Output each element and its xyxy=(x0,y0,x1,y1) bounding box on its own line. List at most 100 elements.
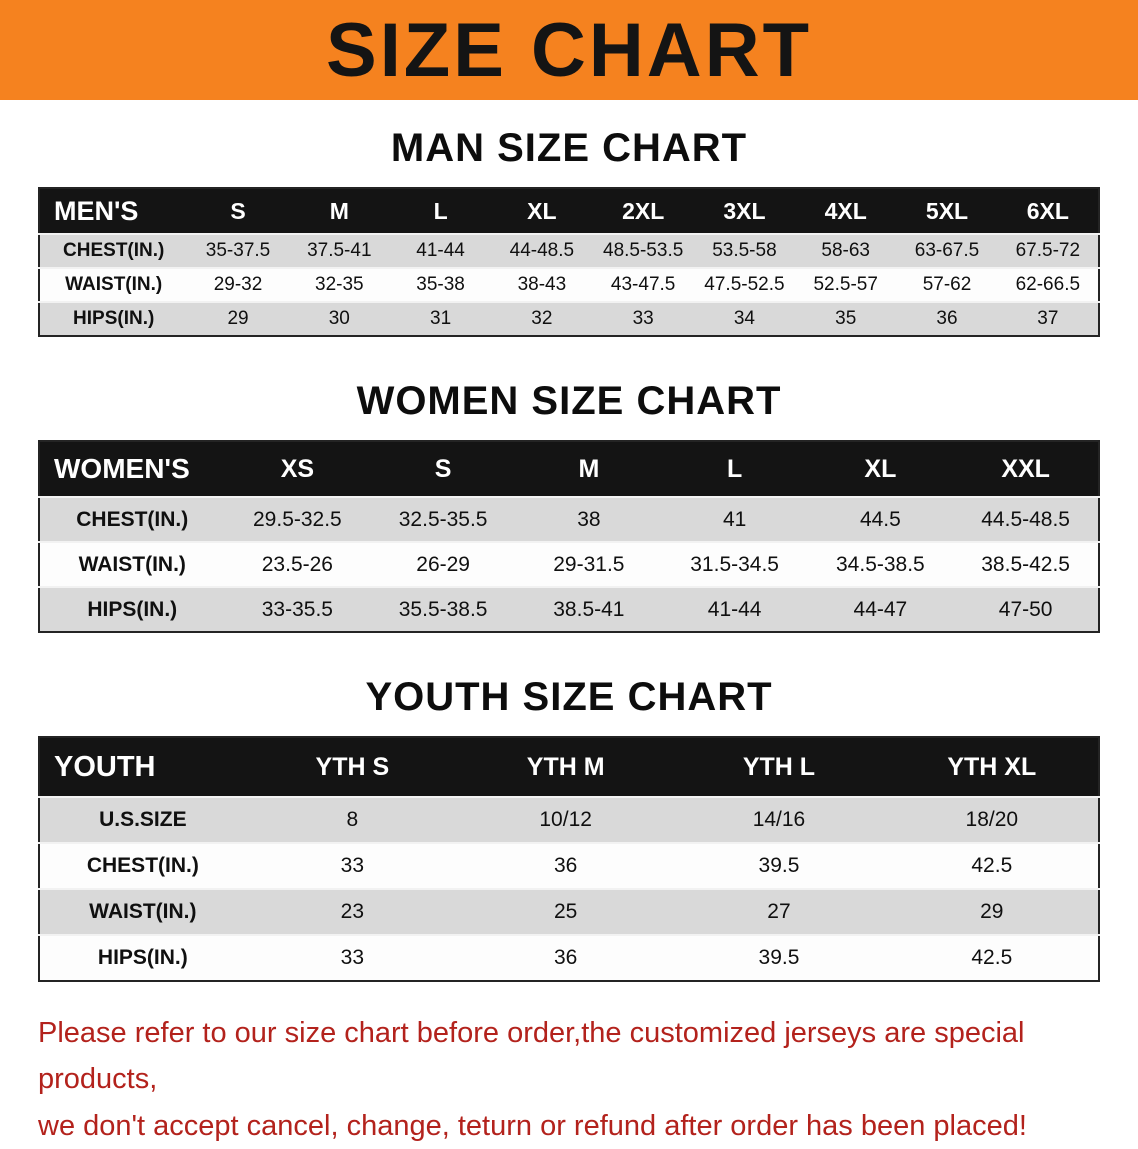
mens-size-table-header-row: MEN'S S M L XL 2XL 3XL 4XL 5XL 6XL xyxy=(39,188,1099,234)
cell-value: 33 xyxy=(632,308,654,329)
table-row: CHEST(IN.) 29.5-32.5 32.5-35.5 38 41 44.5 44.5… xyxy=(39,497,1099,542)
cell-value: 35.5-38.5 xyxy=(398,597,488,621)
cell-value: 32.5-35.5 xyxy=(398,507,488,531)
mens-size-table: MEN'S S M L XL 2XL 3XL 4XL 5XL 6XL CHEST(IN.) 35-37… xyxy=(38,187,1100,337)
cell-value: 10/12 xyxy=(539,808,592,831)
row-label: CHEST(IN.) xyxy=(86,854,199,877)
table-row: U.S.SIZE 8 10/12 14/16 18/20 xyxy=(39,797,1099,843)
cell-value: 31 xyxy=(430,308,452,329)
cell-value: 29 xyxy=(980,900,1004,923)
cell-value: 44-47 xyxy=(853,597,908,621)
youth-size-table: YOUTH YTH S YTH M YTH L YTH XL U.S.SIZE 8 10/12… xyxy=(38,736,1100,982)
banner-title: SIZE CHART xyxy=(326,7,812,93)
column-header: XL xyxy=(864,454,897,483)
column-header: S xyxy=(230,197,246,224)
cell-value: 23 xyxy=(340,900,365,923)
column-header: M xyxy=(329,197,349,224)
youth-section-title: YOUTH SIZE CHART xyxy=(365,675,773,719)
womens-size-table: WOMEN'S XS S M L XL XXL CHEST(IN.) 29.5-32.5 32.5… xyxy=(38,440,1100,633)
cell-value: 29.5-32.5 xyxy=(253,507,342,531)
cell-value: 44.5-48.5 xyxy=(981,507,1070,531)
column-header: YTH L xyxy=(742,752,816,781)
table-row: HIPS(IN.) 33-35.5 35.5-38.5 38.5-41 41-44 44-… xyxy=(39,587,1099,632)
youth-section: YOUTH SIZE CHART YOUTH YTH S YTH M YTH L YTH… xyxy=(0,675,1138,982)
cell-value: 37.5-41 xyxy=(307,240,372,261)
row-label: U.S.SIZE xyxy=(99,808,187,831)
mens-table-wrap: MEN'S S M L XL 2XL 3XL 4XL 5XL 6XL CHEST(IN.) 35-37… xyxy=(38,187,1100,337)
mens-section-title: MAN SIZE CHART xyxy=(390,126,748,170)
cell-value: 36 xyxy=(553,854,578,877)
disclaimer-line-2: we don't accept cancel, change, teturn o… xyxy=(38,1109,1027,1142)
cell-value: 38-43 xyxy=(517,274,567,295)
row-label: HIPS(IN.) xyxy=(97,946,188,969)
youth-size-table-header-label: YOUTH xyxy=(54,750,156,783)
table-row: HIPS(IN.) 33 36 39.5 42.5 xyxy=(39,935,1099,981)
cell-value: 35-38 xyxy=(416,274,465,295)
cell-value: 33-35.5 xyxy=(261,597,333,621)
column-header: 4XL xyxy=(824,197,867,224)
cell-value: 67.5-72 xyxy=(1015,240,1081,261)
mens-size-table-header-label: MEN'S xyxy=(54,195,139,226)
womens-section: WOMEN SIZE CHART WOMEN'S XS S M L XL XXL CHEST(… xyxy=(0,379,1138,633)
cell-value: 31.5-34.5 xyxy=(690,552,779,576)
cell-value: 29-32 xyxy=(213,274,263,295)
womens-size-table-header-row: WOMEN'S XS S M L XL XXL xyxy=(39,441,1099,497)
cell-value: 38 xyxy=(577,507,601,531)
row-label: WAIST(IN.) xyxy=(65,274,163,295)
table-row: WAIST(IN.) 23.5-26 26-29 29-31.5 31.5-34.5 34… xyxy=(39,542,1099,587)
column-header: XL xyxy=(527,197,557,224)
column-header: 3XL xyxy=(723,197,766,224)
cell-value: 57-62 xyxy=(922,274,972,295)
table-row: WAIST(IN.) 23 25 27 29 xyxy=(39,889,1099,935)
cell-value: 38.5-42.5 xyxy=(981,552,1070,576)
youth-size-table-header-row: YOUTH YTH S YTH M YTH L YTH XL xyxy=(39,737,1099,797)
cell-value: 42.5 xyxy=(971,946,1013,969)
cell-value: 58-63 xyxy=(821,240,871,261)
table-row: CHEST(IN.) 33 36 39.5 42.5 xyxy=(39,843,1099,889)
row-label: WAIST(IN.) xyxy=(89,900,197,923)
column-header: 5XL xyxy=(925,197,969,224)
column-header: L xyxy=(433,197,448,224)
disclaimer: Please refer to our size chart before or… xyxy=(38,1010,1100,1149)
row-label: WAIST(IN.) xyxy=(78,552,186,576)
column-header: M xyxy=(578,454,600,483)
cell-value: 18/20 xyxy=(965,808,1019,831)
cell-value: 47.5-52.5 xyxy=(704,274,785,295)
cell-value: 37 xyxy=(1037,308,1059,329)
column-header: 6XL xyxy=(1026,197,1069,224)
column-header: S xyxy=(434,454,452,483)
cell-value: 41-44 xyxy=(707,597,762,621)
cell-value: 32 xyxy=(531,308,553,329)
cell-value: 25 xyxy=(553,900,578,923)
cell-value: 33 xyxy=(340,854,365,877)
table-row: CHEST(IN.) 35-37.5 37.5-41 41-44 44-48.5 48.5… xyxy=(39,234,1099,268)
cell-value: 32-35 xyxy=(315,274,364,295)
cell-value: 41 xyxy=(722,507,747,531)
womens-section-title: WOMEN SIZE CHART xyxy=(356,379,782,423)
table-row: HIPS(IN.) 29 30 31 32 33 34 35 36 37 xyxy=(39,302,1099,336)
cell-value: 42.5 xyxy=(971,854,1013,877)
column-header: YTH S xyxy=(315,752,390,781)
cell-value: 30 xyxy=(328,308,350,329)
column-header: 2XL xyxy=(622,197,665,224)
row-label: HIPS(IN.) xyxy=(73,308,155,329)
womens-table-wrap: WOMEN'S XS S M L XL XXL CHEST(IN.) 29.5-32.5 32.5… xyxy=(38,440,1100,633)
cell-value: 8 xyxy=(346,808,359,831)
mens-section: MAN SIZE CHART MEN'S S M L XL 2XL 3XL 4XL 5XL 6XL… xyxy=(0,126,1138,337)
cell-value: 44.5 xyxy=(859,507,901,531)
cell-value: 43-47.5 xyxy=(610,274,676,295)
disclaimer-line-1: Please refer to our size chart before or… xyxy=(38,1017,1025,1096)
column-header: YTH M xyxy=(526,752,605,781)
cell-value: 14/16 xyxy=(752,808,806,831)
cell-value: 29-31.5 xyxy=(553,552,625,576)
cell-value: 35 xyxy=(835,308,857,329)
cell-value: 36 xyxy=(553,946,578,969)
cell-value: 62-66.5 xyxy=(1015,274,1081,295)
cell-value: 34 xyxy=(733,308,755,329)
column-header: YTH XL xyxy=(947,752,1037,781)
cell-value: 35-37.5 xyxy=(205,240,271,261)
cell-value: 47-50 xyxy=(998,597,1053,621)
cell-value: 52.5-57 xyxy=(813,274,878,295)
column-header: XS xyxy=(280,454,315,483)
table-row: WAIST(IN.) 29-32 32-35 35-38 38-43 43-47.5 47.… xyxy=(39,268,1099,302)
